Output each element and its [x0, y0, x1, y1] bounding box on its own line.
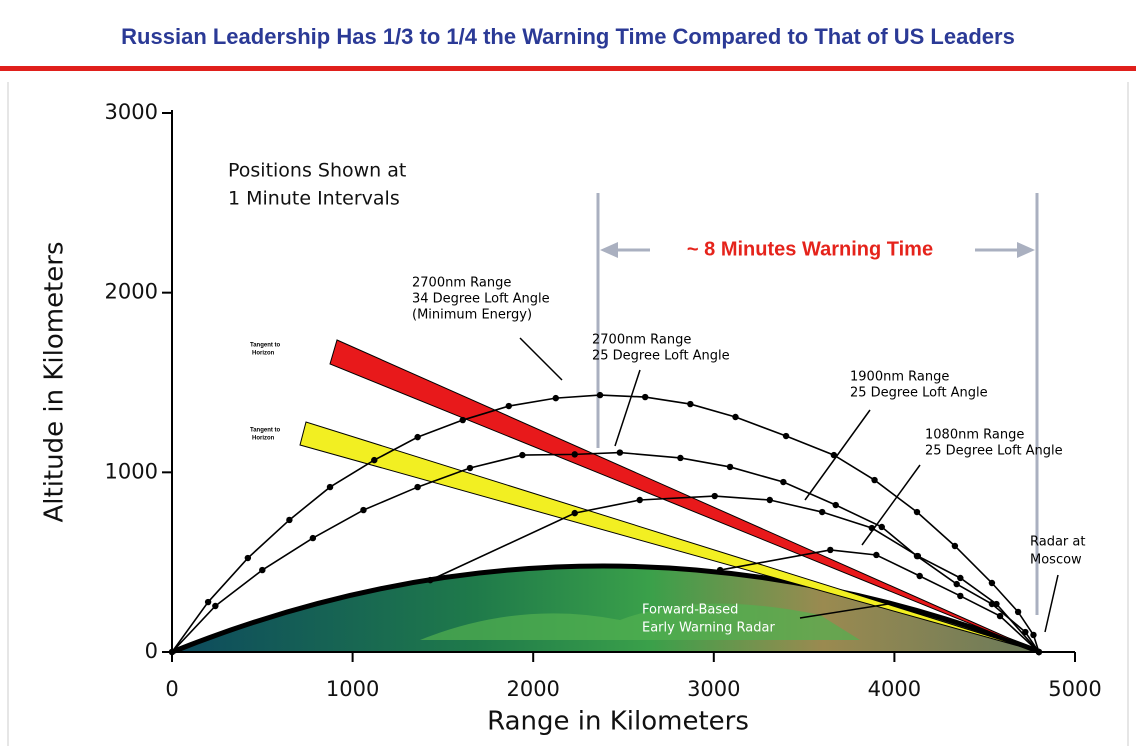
position-dot: [954, 581, 960, 587]
position-dot: [833, 502, 839, 508]
annotation: Forward-Based: [642, 603, 738, 618]
position-dot: [637, 497, 643, 503]
y-tick-label: 0: [145, 639, 158, 663]
annotation: Tangent to: [250, 343, 281, 349]
position-dot: [1036, 649, 1042, 655]
position-dot: [957, 575, 963, 581]
position-dot: [717, 567, 723, 573]
position-dot: [732, 414, 738, 420]
position-dot: [780, 479, 786, 485]
annotation: Tangent to: [250, 428, 281, 434]
y-tick-label: 1000: [105, 459, 158, 483]
position-dot: [427, 577, 433, 583]
position-dot: [827, 547, 833, 553]
position-dot: [1030, 632, 1036, 638]
series-label: 2700nm Range: [592, 333, 691, 348]
position-dot: [506, 403, 512, 409]
series-label: 34 Degree Loft Angle: [412, 292, 550, 307]
position-dot: [952, 543, 958, 549]
title-rule: [0, 66, 1136, 71]
position-dot: [879, 524, 885, 530]
x-tick-label: 4000: [868, 677, 921, 701]
position-dot: [1015, 609, 1021, 615]
position-dot: [916, 573, 922, 579]
annotation: 1 Minute Intervals: [228, 188, 400, 210]
position-dot: [327, 484, 333, 490]
position-dot: [915, 553, 921, 559]
position-dot: [993, 601, 999, 607]
chart-title: Russian Leadership Has 1/3 to 1/4 the Wa…: [121, 24, 1015, 49]
position-dot: [519, 452, 525, 458]
annotation: Horizon: [252, 436, 275, 442]
series-label: 2700nm Range: [412, 276, 511, 291]
position-dot: [712, 493, 718, 499]
x-axis-title: Range in Kilometers: [487, 707, 749, 737]
position-dot: [360, 507, 366, 513]
y-axis-title: Altitude in Kilometers: [40, 242, 70, 523]
annotation: Moscow: [1030, 553, 1082, 568]
position-dot: [205, 599, 211, 605]
position-dot: [767, 497, 773, 503]
x-tick-label: 5000: [1048, 677, 1101, 701]
position-dot: [997, 613, 1003, 619]
position-dot: [957, 593, 963, 599]
position-dot: [169, 649, 175, 655]
position-dot: [871, 477, 877, 483]
position-dot: [572, 451, 578, 457]
series-label: 25 Degree Loft Angle: [592, 349, 730, 364]
series-label: 1900nm Range: [850, 370, 949, 385]
annotation: Horizon: [252, 351, 275, 357]
x-tick-label: 2000: [506, 677, 559, 701]
position-dot: [727, 464, 733, 470]
position-dot: [460, 417, 466, 423]
position-dot: [687, 401, 693, 407]
x-tick-label: 1000: [326, 677, 379, 701]
position-dot: [869, 525, 875, 531]
position-dot: [245, 555, 251, 561]
chart: Russian Leadership Has 1/3 to 1/4 the Wa…: [0, 0, 1136, 746]
position-dot: [989, 580, 995, 586]
series-label: 25 Degree Loft Angle: [925, 444, 1063, 459]
warning-label: ~ 8 Minutes Warning Time: [687, 238, 933, 260]
y-tick-label: 3000: [105, 100, 158, 124]
x-tick-label: 3000: [687, 677, 740, 701]
position-dot: [553, 395, 559, 401]
position-dot: [212, 603, 218, 609]
position-dot: [642, 394, 648, 400]
position-dot: [914, 509, 920, 515]
position-dot: [572, 510, 578, 516]
position-dot: [286, 517, 292, 523]
position-dot: [310, 535, 316, 541]
series-label: (Minimum Energy): [412, 308, 532, 323]
x-tick-label: 0: [165, 677, 178, 701]
position-dot: [873, 552, 879, 558]
series-label: 1080nm Range: [925, 428, 1024, 443]
annotation: Radar at: [1030, 535, 1085, 550]
position-dot: [819, 509, 825, 515]
y-tick-label: 2000: [105, 280, 158, 304]
position-dot: [259, 567, 265, 573]
position-dot: [467, 465, 473, 471]
series-label: 25 Degree Loft Angle: [850, 386, 988, 401]
position-dot: [783, 433, 789, 439]
position-dot: [617, 449, 623, 455]
annotation: Early Warning Radar: [642, 621, 775, 636]
position-dot: [414, 434, 420, 440]
position-dot: [677, 455, 683, 461]
position-dot: [831, 452, 837, 458]
position-dot: [371, 457, 377, 463]
position-dot: [414, 484, 420, 490]
position-dot: [597, 392, 603, 398]
annotation: Positions Shown at: [228, 160, 406, 182]
